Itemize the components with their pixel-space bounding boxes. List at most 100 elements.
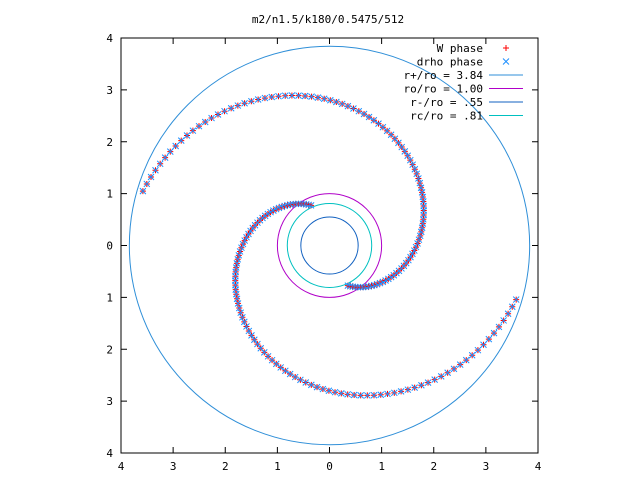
y-tick-label: 1 <box>106 291 113 304</box>
data-point <box>143 180 151 188</box>
drho-phase-point <box>247 97 255 105</box>
data-point <box>395 139 402 147</box>
drho-phase-point <box>234 102 242 109</box>
circle-ro <box>276 193 383 298</box>
drho-phase-point <box>344 390 352 398</box>
drho-phase-point <box>350 105 357 112</box>
data-point <box>456 361 464 368</box>
data-point <box>234 102 242 109</box>
data-point <box>189 127 197 135</box>
data-point <box>431 376 439 383</box>
data-point <box>156 160 164 168</box>
legend-label-drho_phase: drho phase <box>417 56 483 69</box>
drho-phase-point <box>319 385 327 393</box>
y-tick-label: 2 <box>106 343 113 356</box>
drho-phase-point <box>504 310 512 318</box>
data-point <box>370 116 378 124</box>
data-point <box>391 135 399 143</box>
data-point <box>257 344 265 352</box>
data-point <box>411 384 419 391</box>
drho-phase-point <box>512 296 520 303</box>
data-point <box>360 110 368 118</box>
legend-marker-w_phase <box>503 45 509 51</box>
drho-phase-point <box>235 251 243 259</box>
drho-phase-point <box>377 391 385 399</box>
data-point <box>314 94 322 101</box>
data-point <box>424 379 432 386</box>
drho-phase-point <box>152 166 159 174</box>
drho-phase-point <box>156 160 164 168</box>
data-point <box>437 373 445 380</box>
drho-phase-point <box>416 232 424 240</box>
drho-phase-point <box>332 98 340 106</box>
data-point <box>331 388 339 396</box>
data-point <box>332 98 340 106</box>
drho-phase-point <box>234 255 242 263</box>
drho-phase-point <box>384 390 391 398</box>
drho-phase-point <box>308 93 315 101</box>
drho-phase-point <box>331 388 339 396</box>
data-point <box>397 388 405 395</box>
drho-phase-point <box>189 127 197 135</box>
drho-phase-point <box>281 367 289 375</box>
x-tick-label: 1 <box>378 460 385 473</box>
drho-phase-point <box>355 107 363 115</box>
data-point <box>363 392 371 399</box>
drho-phase-point <box>241 99 248 107</box>
y-tick-label: 1 <box>106 188 113 201</box>
data-point <box>302 379 310 386</box>
data-point <box>247 97 255 105</box>
drho-phase-point <box>398 143 406 151</box>
drho-phase-point <box>462 356 470 364</box>
drho-phase-point <box>281 92 289 100</box>
drho-phase-point <box>495 323 503 331</box>
x-tick-label: 2 <box>222 460 229 473</box>
drho-phase-point <box>275 92 282 100</box>
data-point <box>495 323 503 331</box>
data-point <box>232 286 240 293</box>
drho-phase-point <box>325 387 333 395</box>
drho-phase-point <box>474 346 482 354</box>
data-point <box>320 95 328 103</box>
data-point <box>357 391 365 399</box>
data-point <box>254 96 262 103</box>
drho-phase-point <box>295 92 302 99</box>
circle-rc <box>286 202 373 289</box>
drho-phase-point <box>245 327 253 335</box>
data-point <box>444 369 452 377</box>
drho-phase-point <box>238 244 245 252</box>
data-point <box>390 389 398 397</box>
drho-phase-point <box>500 317 508 324</box>
data-point <box>221 107 228 115</box>
drho-phase-point <box>417 228 425 236</box>
data-point <box>480 341 487 349</box>
drho-phase-point <box>344 102 352 110</box>
y-tick-labels: 4 3 2 1 0 1 2 3 4 <box>106 32 113 460</box>
data-point <box>384 390 391 398</box>
data-point <box>268 93 276 101</box>
data-point <box>308 93 315 101</box>
data-point <box>500 317 508 324</box>
drho-phase-point <box>365 113 373 121</box>
drho-phase-point <box>261 94 269 102</box>
drho-phase-point <box>411 384 419 391</box>
drho-phase-point <box>444 369 452 377</box>
drho-phase-point <box>172 142 180 150</box>
drho-phase-point <box>397 388 405 395</box>
data-point <box>414 240 421 247</box>
data-point <box>250 336 258 344</box>
data-point <box>195 122 203 130</box>
data-point <box>227 104 235 112</box>
drho-phase-point <box>338 100 346 108</box>
data-point <box>418 224 426 232</box>
data-point <box>208 114 215 122</box>
drho-phase-point <box>450 365 458 373</box>
data-point <box>161 154 169 161</box>
x-tick-labels: 4 3 2 1 0 1 2 3 4 <box>118 460 542 473</box>
drho-phase-point <box>390 389 398 397</box>
drho-phase-point <box>183 132 191 139</box>
drho-phase-point <box>227 104 235 112</box>
drho-phase-point <box>268 93 276 101</box>
